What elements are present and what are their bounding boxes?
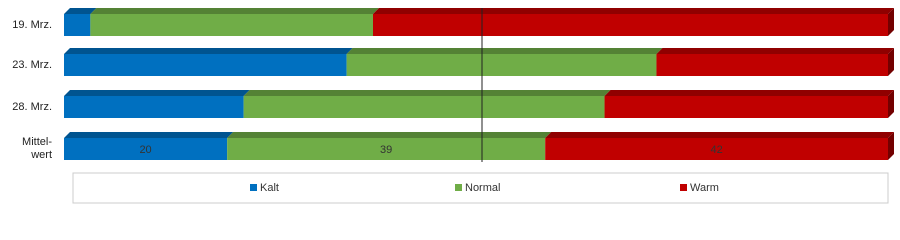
bar	[64, 54, 347, 76]
bar	[64, 14, 91, 36]
bar	[373, 14, 888, 36]
bar-top	[373, 8, 894, 14]
legend-label: Normal	[465, 182, 500, 194]
bar-top	[90, 8, 380, 14]
y-tick-label: 19. Mrz.	[12, 18, 52, 31]
bar	[346, 54, 657, 76]
bar-side	[888, 90, 894, 118]
bar-side	[888, 8, 894, 36]
legend-swatch	[250, 184, 257, 191]
bar-top	[64, 8, 97, 14]
bar	[604, 96, 888, 118]
bar	[243, 96, 605, 118]
y-tick-label: Mittel- wert	[22, 136, 52, 161]
value-label: 39	[380, 144, 392, 156]
bar-top	[656, 48, 894, 54]
bar	[227, 138, 546, 160]
bar-top	[64, 90, 250, 96]
value-label: 42	[710, 144, 722, 156]
legend-swatch	[680, 184, 687, 191]
bar	[64, 138, 228, 160]
bar	[64, 96, 244, 118]
y-tick-label: 23. Mrz.	[12, 58, 52, 71]
bar	[545, 138, 888, 160]
bar-top	[64, 132, 234, 138]
bar-top	[227, 132, 552, 138]
legend-box	[72, 172, 889, 204]
bar	[90, 14, 374, 36]
chart: 20 39 42 Kalt Normal Warm 19. Mrz. 23. Mrz. 28.…	[12, 8, 894, 204]
value-label: 20	[139, 144, 151, 156]
y-tick-label: 28. Mrz.	[12, 100, 52, 113]
bar-side	[888, 48, 894, 76]
bar	[656, 54, 888, 76]
bar-side	[888, 132, 894, 160]
legend-label: Kalt	[260, 182, 279, 194]
bar-top	[64, 48, 353, 54]
bar-top	[604, 90, 894, 96]
legend-label: Warm	[690, 182, 719, 194]
legend-swatch	[455, 184, 462, 191]
bar-top	[346, 48, 663, 54]
chart-svg: 20 39 42 Kalt Normal Warm	[64, 8, 894, 204]
bar-top	[545, 132, 894, 138]
bar-top	[243, 90, 611, 96]
